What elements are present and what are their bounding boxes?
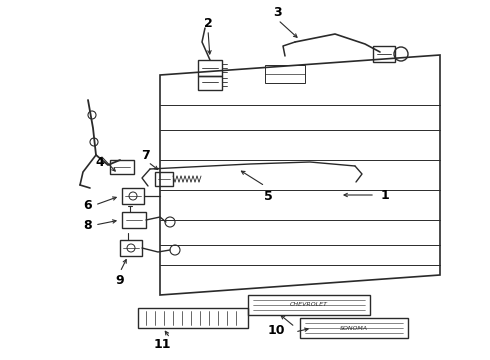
Text: SONOMA: SONOMA (340, 325, 368, 330)
Text: 10: 10 (267, 324, 285, 337)
Text: CHEVROLET: CHEVROLET (290, 302, 328, 307)
Bar (198, 60, 222, 76)
Text: 6: 6 (84, 198, 92, 212)
Text: 8: 8 (84, 219, 92, 231)
Bar (155, 172, 173, 186)
Text: 3: 3 (274, 5, 282, 18)
Bar (122, 212, 146, 228)
Bar (373, 46, 395, 62)
Bar (265, 65, 305, 83)
Bar (198, 76, 222, 90)
Text: 4: 4 (96, 156, 104, 168)
Text: 5: 5 (264, 189, 272, 202)
Text: 2: 2 (204, 17, 212, 30)
Text: 1: 1 (381, 189, 390, 202)
Text: 9: 9 (116, 274, 124, 287)
Bar (138, 308, 248, 328)
Text: 11: 11 (153, 338, 171, 351)
Bar (248, 295, 370, 315)
Bar (122, 188, 144, 204)
Bar (120, 240, 142, 256)
Bar (110, 160, 134, 174)
Bar (300, 318, 408, 338)
Text: 7: 7 (141, 149, 149, 162)
